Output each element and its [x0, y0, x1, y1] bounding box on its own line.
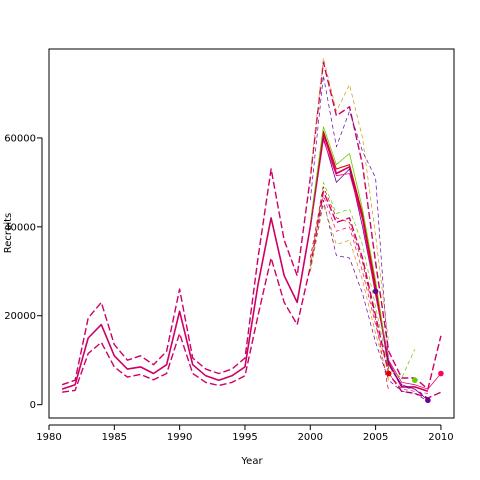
series-line-1	[61, 132, 429, 393]
x-tick-label: 1995	[232, 432, 257, 443]
series-line-9	[309, 75, 429, 399]
plot-frame	[48, 48, 455, 419]
series-line-4	[309, 130, 390, 370]
y-tick-label: 60000	[4, 133, 36, 144]
series-line-13	[309, 186, 390, 392]
x-axis-label: Year	[240, 456, 263, 467]
series-line-5	[309, 126, 390, 365]
y-tick-label: 20000	[4, 311, 36, 322]
series-layer	[61, 57, 442, 402]
data-point-3	[412, 377, 418, 384]
series-line-12	[309, 195, 428, 394]
x-tick-label: 1980	[36, 432, 61, 443]
data-point-4	[425, 397, 431, 404]
points-layer	[372, 288, 444, 404]
data-point-1	[372, 288, 379, 295]
series-line-14	[309, 204, 390, 381]
series-line-2	[61, 61, 442, 390]
y-axis-label: Recruits	[3, 213, 14, 254]
x-tick-label: 2000	[298, 432, 323, 443]
series-line-7	[309, 139, 442, 390]
y-axis: 0 20000 40000 60000	[4, 133, 43, 411]
x-axis: 1980 1985 1990 1995 2000 2005 2010	[36, 424, 454, 443]
series-line-10	[309, 182, 416, 379]
x-tick-label: 1985	[102, 432, 127, 443]
series-line-6	[309, 137, 429, 401]
series-line-11	[309, 199, 429, 402]
data-point-2	[385, 370, 392, 377]
y-tick-label: 0	[30, 400, 36, 411]
x-tick-label: 2005	[363, 432, 388, 443]
x-tick-label: 2010	[428, 432, 453, 443]
series-line-3	[62, 190, 442, 399]
y-tick-label: 40000	[4, 222, 36, 233]
x-tick-label: 1990	[167, 432, 192, 443]
data-point-5	[438, 370, 444, 377]
